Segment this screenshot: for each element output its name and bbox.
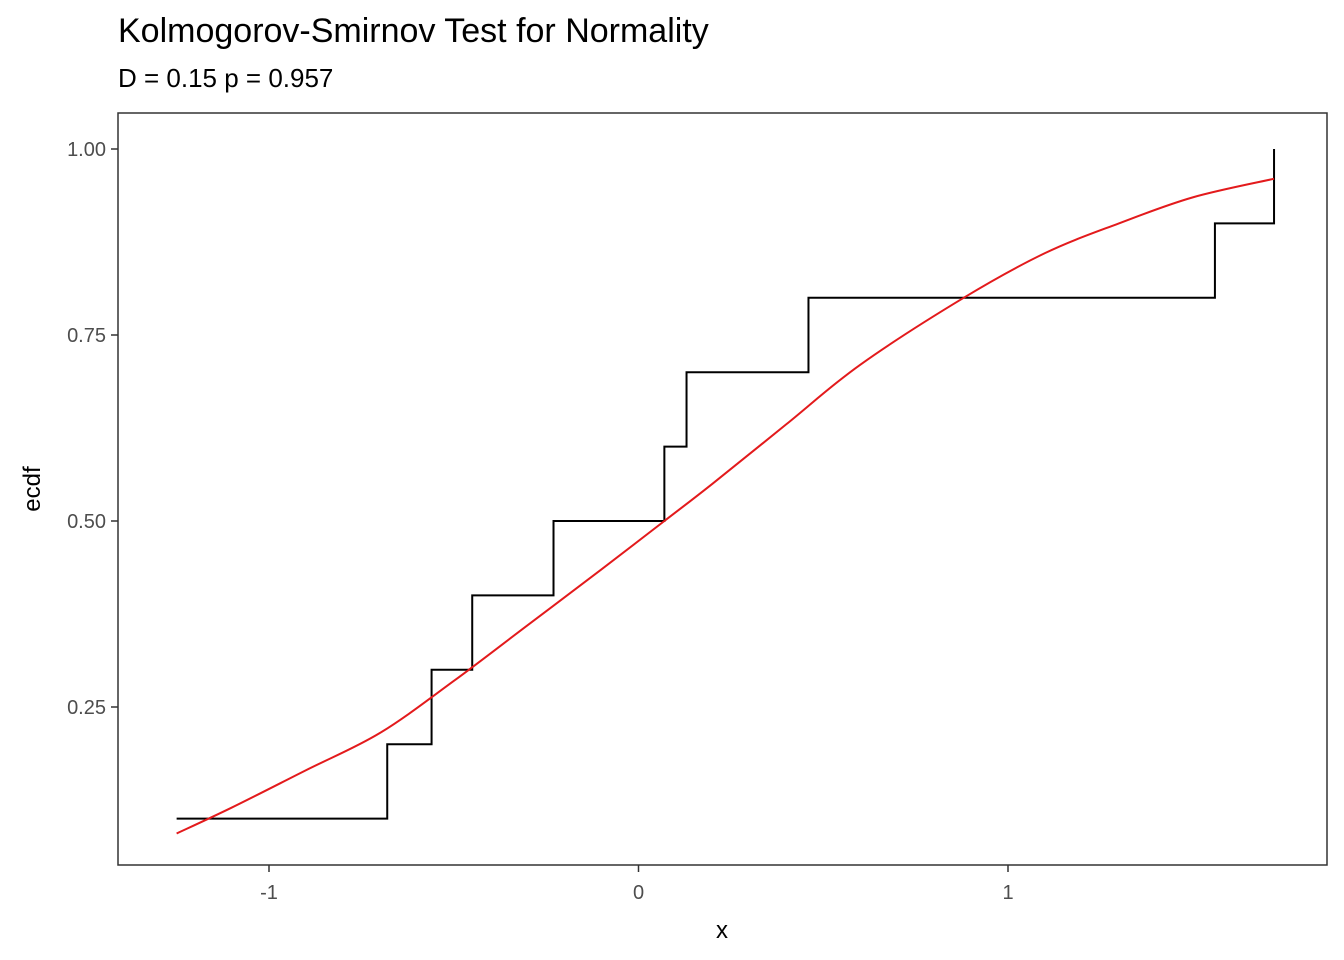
y-tick-label: 0.75 <box>67 325 106 347</box>
series-layer <box>176 149 1276 835</box>
x-tick-label: 1 <box>1002 882 1013 904</box>
chart-subtitle: D = 0.15 p = 0.957 <box>118 63 334 93</box>
x-tick-label: -1 <box>260 882 278 904</box>
normal-cdf-curve <box>176 177 1275 835</box>
x-axis: -1 0 1 <box>260 865 1014 904</box>
plot-panel <box>117 112 1328 866</box>
chart-title: Kolmogorov-Smirnov Test for Normality <box>118 12 709 50</box>
y-tick-label: 0.25 <box>67 697 106 719</box>
x-tick-label: 0 <box>633 882 644 904</box>
y-tick-label: 0.50 <box>67 511 106 533</box>
x-axis-title: x <box>716 917 728 944</box>
y-tick-label: 1.00 <box>67 139 106 161</box>
y-axis-title: ecdf <box>19 466 46 512</box>
y-axis: 0.25 0.50 0.75 1.00 <box>67 139 118 719</box>
